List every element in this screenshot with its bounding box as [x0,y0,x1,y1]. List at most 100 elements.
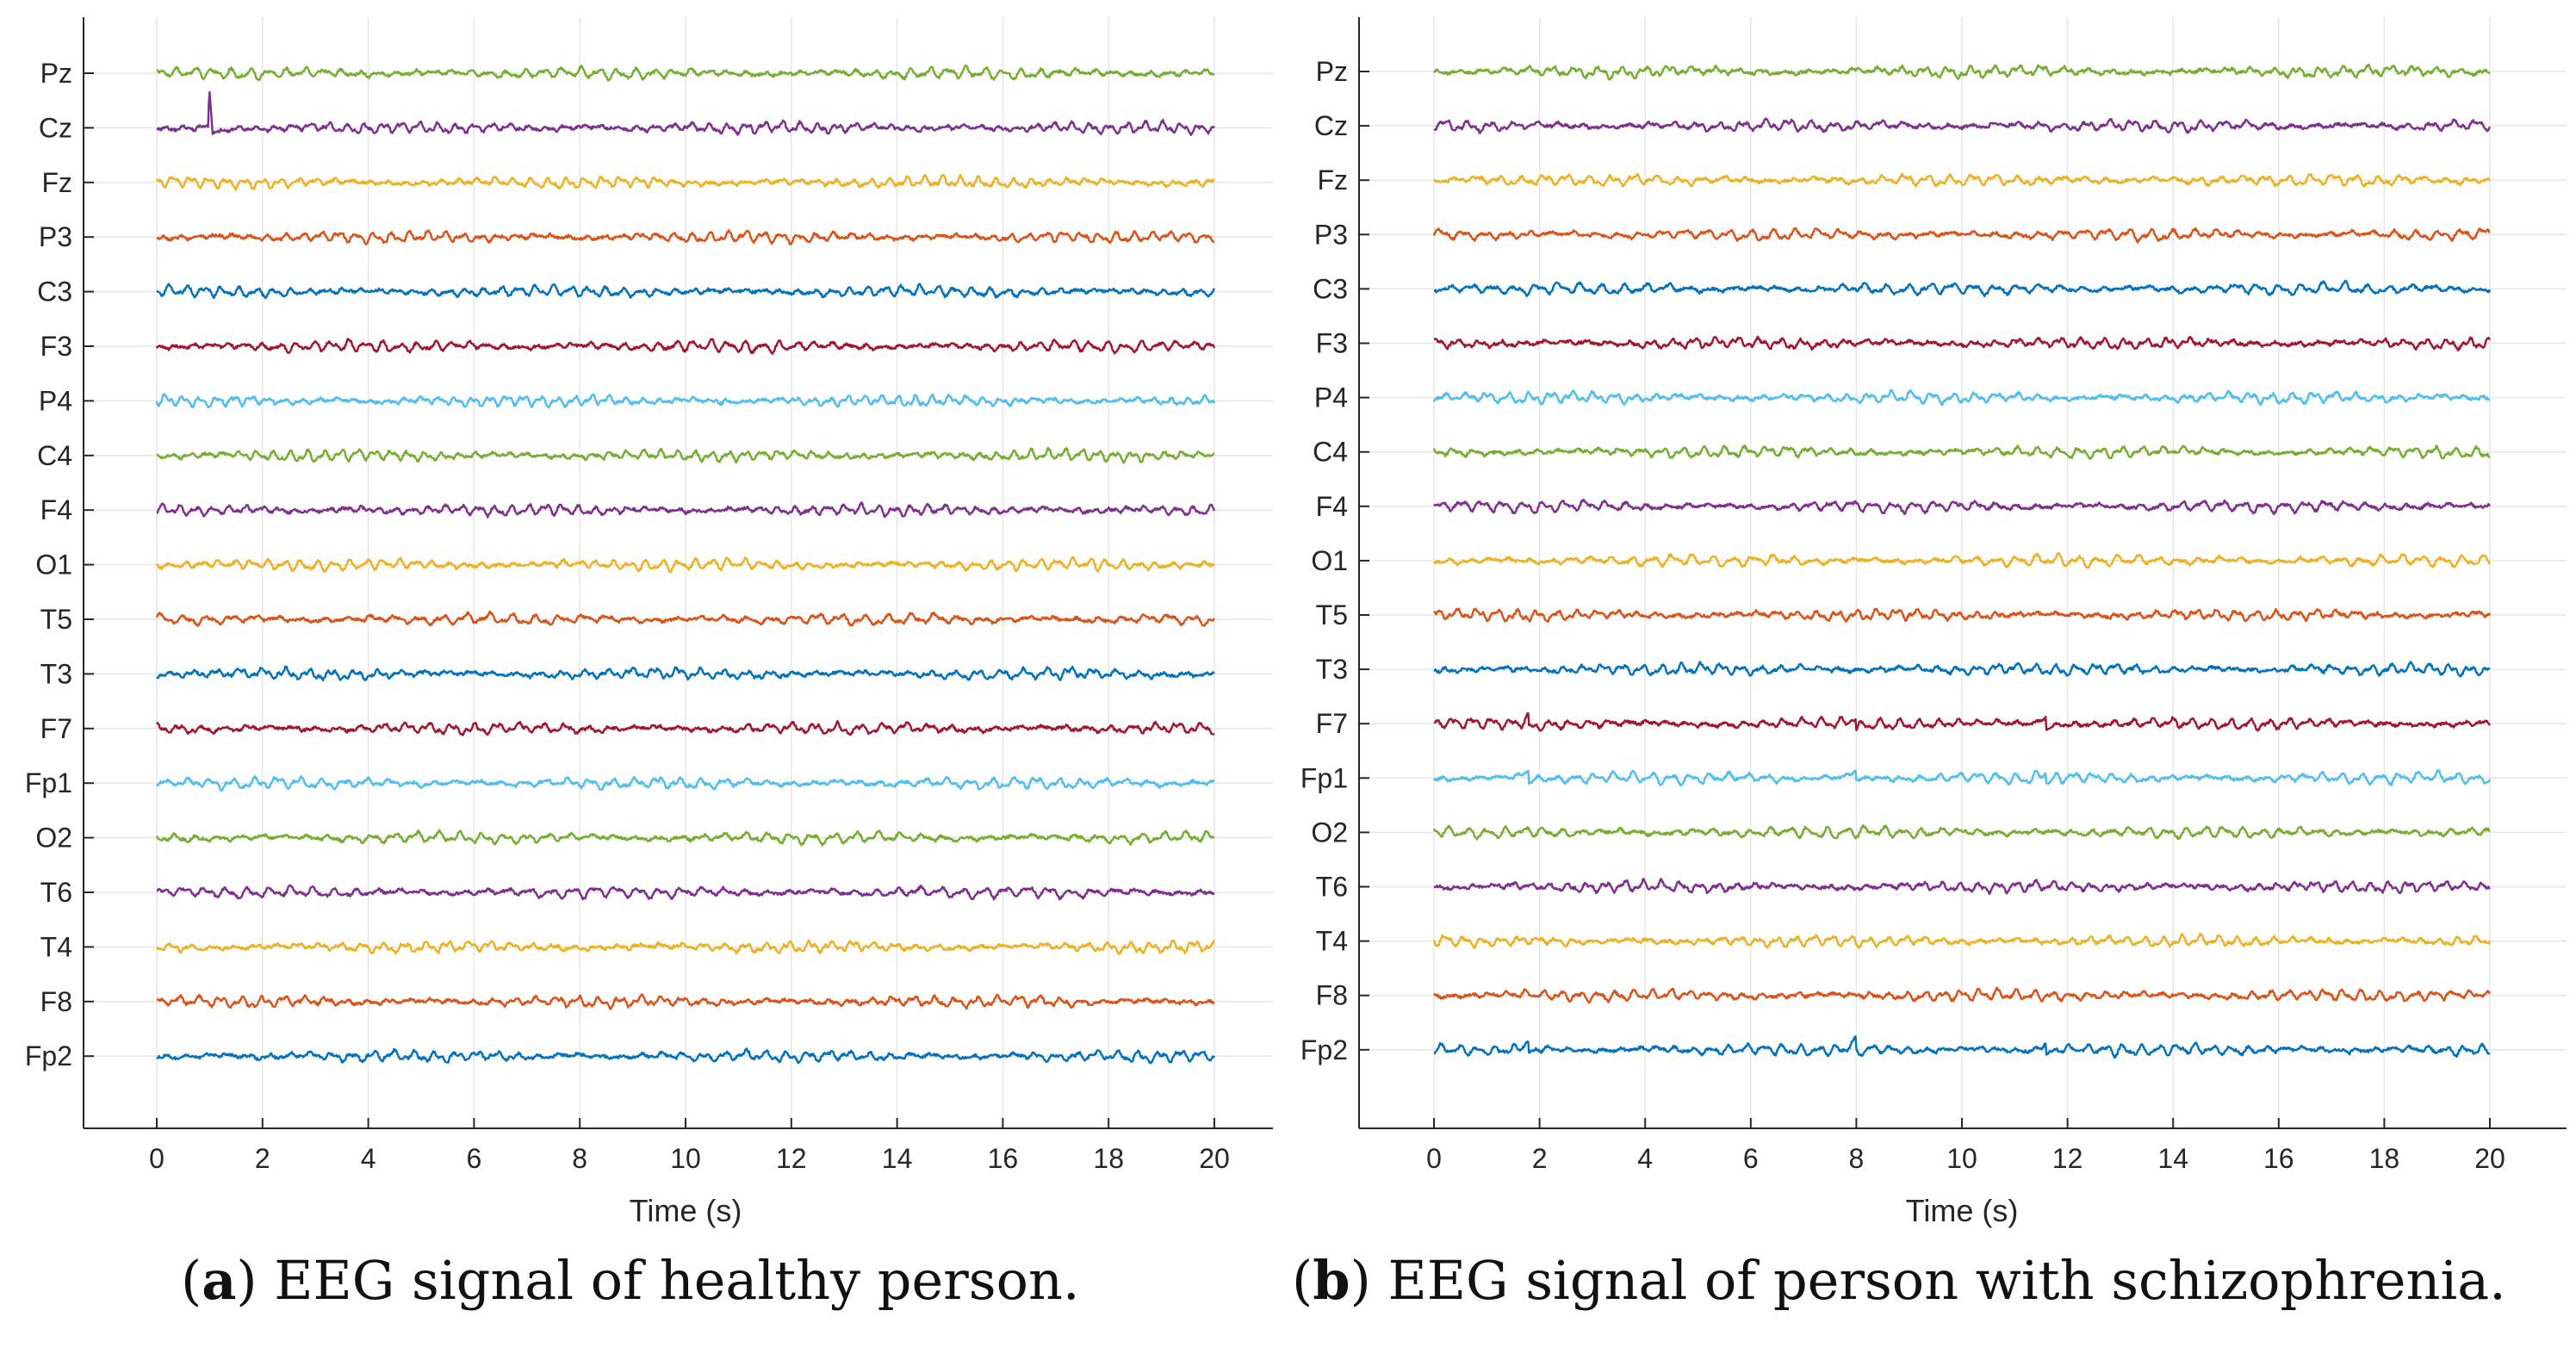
trace-f8 [156,993,1215,1010]
x-tick-label: 10 [670,1143,701,1174]
trace-t4 [1432,932,2492,949]
x-tick-label: 20 [2474,1143,2505,1174]
channel-label-o1: O1 [35,550,72,581]
channel-label-f3: F3 [1316,328,1348,359]
trace-o1 [1433,551,2491,569]
channel-label-pz: Pz [1316,56,1348,87]
channel-label-t6: T6 [1316,872,1348,903]
trace-t5 [1433,607,2492,624]
trace-cz [156,90,1215,136]
channel-label-fz: Fz [1317,165,1348,196]
channel-label-p4: P4 [39,385,72,416]
trace-fz [155,173,1215,191]
x-tick-label: 6 [467,1143,482,1174]
x-tick-label: 12 [2052,1143,2083,1174]
x-tick-label: 18 [1093,1143,1124,1174]
trace-cz [1433,117,2492,134]
trace-fp2 [1433,1035,2491,1059]
caption-a-text: ) EEG signal of healthy person. [236,1249,1080,1312]
trace-p4 [1432,388,2491,407]
channel-label-o1: O1 [1311,545,1348,576]
x-tick-label: 4 [1637,1143,1653,1174]
channel-label-fp2: Fp2 [25,1040,72,1071]
x-tick-label: 18 [2369,1143,2400,1174]
x-tick-label: 6 [1743,1143,1759,1174]
channel-label-p4: P4 [1314,382,1348,413]
x-tick-label: 10 [1946,1143,1977,1174]
x-tick-label: 4 [361,1143,376,1174]
channel-label-f8: F8 [40,986,72,1017]
channel-label-fz: Fz [41,167,72,198]
trace-fz [1433,172,2491,188]
x-axis-label: Time (s) [630,1193,742,1228]
channel-label-t5: T5 [1316,599,1348,630]
trace-t5 [155,610,1215,627]
channel-label-p3: P3 [1314,219,1348,250]
channel-label-f4: F4 [40,494,72,525]
channel-label-f8: F8 [1316,980,1348,1011]
x-tick-label: 16 [988,1143,1019,1174]
channel-label-t4: T4 [40,931,72,962]
channel-label-fp1: Fp1 [25,767,72,798]
trace-fp2 [156,1047,1216,1065]
trace-t3 [156,665,1215,681]
caption-a: (a) EEG signal of healthy person. [181,1249,1080,1312]
trace-c3 [1433,279,2492,298]
x-tick-label: 0 [149,1143,164,1174]
x-tick-label: 8 [572,1143,587,1174]
channel-label-c3: C3 [1313,273,1348,304]
channel-label-c3: C3 [37,276,72,307]
trace-f7 [1433,711,2491,732]
trace-f3 [155,338,1216,356]
channel-label-t3: T3 [40,658,72,689]
x-tick-label: 12 [776,1143,807,1174]
trace-t3 [1433,661,2491,678]
trace-pz [1432,63,2491,81]
trace-t4 [155,939,1215,955]
panel-b-chart: 0 2 4 6 8 10 12 14 16 18 20 Time (s) Pz Cz Fz P3 C3 F3 P4 C… [1300,17,2567,1228]
x-tick-label: 8 [1849,1143,1865,1174]
trace-t6 [1433,878,2491,895]
traces [1432,63,2492,1059]
channel-label-t5: T5 [40,604,72,635]
channel-label-f7: F7 [1316,708,1348,739]
channel-label-c4: C4 [1313,437,1348,468]
panel-a-chart: 0 2 4 6 8 10 12 14 16 18 20 Time (s) Pz Cz Fz P3 C3 F3 P4 C… [25,17,1273,1228]
channel-label-t4: T4 [1316,926,1348,957]
trace-p3 [156,229,1215,245]
plot-area [84,17,1273,1128]
x-tick-label: 14 [2157,1143,2188,1174]
trace-t6 [156,884,1215,901]
channel-label-cz: Cz [1314,110,1348,141]
trace-f4 [156,501,1216,519]
traces [155,64,1216,1065]
caption-b-text: ) EEG signal of person with schizophreni… [1350,1249,2506,1312]
trace-fp1 [155,775,1215,792]
plot-area [1359,17,2567,1128]
channel-label-c4: C4 [37,440,72,471]
channel-label-t3: T3 [1316,654,1348,685]
channel-label-o2: O2 [35,823,72,854]
trace-o2 [1432,824,2491,841]
trace-f3 [1433,335,2492,351]
channel-label-f7: F7 [40,713,72,744]
channel-label-fp1: Fp1 [1300,762,1348,793]
trace-fp1 [1432,768,2492,787]
trace-o2 [155,829,1215,847]
x-tick-label: 16 [2263,1143,2294,1174]
channel-label-f4: F4 [1316,491,1348,522]
caption-b-letter: b [1313,1249,1350,1312]
x-tick-label: 20 [1199,1143,1230,1174]
trace-pz [156,64,1215,82]
x-axis-label: Time (s) [1906,1193,2019,1228]
trace-f7 [156,720,1215,736]
x-tick-label: 2 [1532,1143,1548,1174]
channel-label-fp2: Fp2 [1300,1034,1348,1065]
x-tick-label: 14 [882,1143,913,1174]
caption-b: (b) EEG signal of person with schizophre… [1292,1249,2506,1312]
channel-label-p3: P3 [39,221,72,252]
channel-label-o2: O2 [1311,817,1348,848]
trace-c4 [1432,444,2491,460]
channel-label-t6: T6 [40,877,72,908]
trace-c4 [156,446,1215,464]
